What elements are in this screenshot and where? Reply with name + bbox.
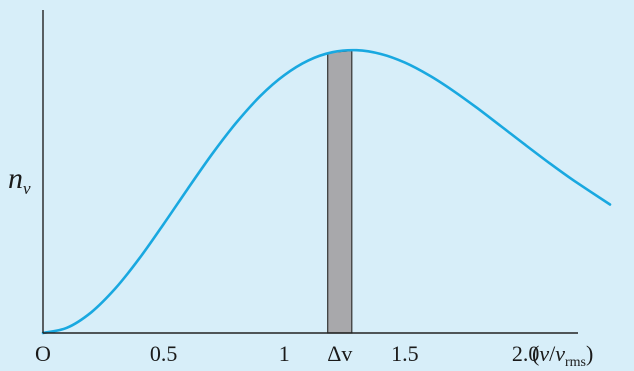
shaded-band-delta-v: [327, 49, 353, 334]
x-axis-label: (v/vrms): [532, 341, 593, 370]
origin-label: O: [35, 341, 51, 366]
y-axis-label: nv: [8, 162, 31, 198]
x-tick-label: 0.5: [150, 341, 178, 366]
distribution-curve: [41, 48, 612, 335]
x-tick-label: 1.5: [391, 341, 419, 366]
x-tick-label: 2.0: [512, 341, 540, 366]
delta-v-label: Δv: [327, 341, 352, 366]
x-tick-label: 1: [279, 341, 290, 366]
